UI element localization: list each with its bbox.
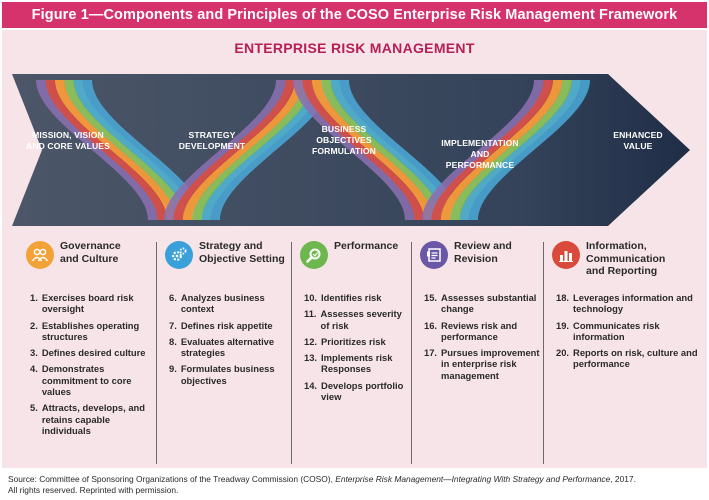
component-strategy-objective-setting: Strategy and Objective Setting 6. Analyzes… (159, 238, 289, 466)
component-governance-culture: Governance and Culture 1. Exercises board … (20, 238, 154, 466)
principle-item: 13. Implements risk Responses (304, 352, 393, 375)
stage-business-objectives: BUSINESS OBJECTIVES FORMULATION (312, 124, 376, 156)
principle-item: 5. Attracts, develops, and retains capabl… (30, 402, 145, 436)
component-title: Review and Revision (454, 240, 512, 265)
principle-item: 11. Assesses severity of risk (304, 308, 402, 331)
principle-item: 2. Establishes operating structures (30, 319, 140, 342)
magnifier-icon (300, 241, 328, 269)
helix-ribbons (36, 80, 590, 220)
principle-item: 10. Identifies risk (304, 292, 382, 303)
principle-item: 15. Assesses substantial change (424, 292, 537, 315)
people-icon (26, 241, 54, 269)
principle-item: 19. Communicates risk information (556, 319, 660, 342)
stage-implementation-performance: IMPLEMENTATION AND PERFORMANCE (441, 138, 519, 170)
principle-item: 20. Reports on risk, culture and performa… (556, 347, 698, 370)
principle-item: 1. Exercises board risk oversight (30, 292, 134, 315)
principle-item: 17. Pursues improvement in enterprise ris… (424, 347, 540, 381)
gears-icon (165, 241, 193, 269)
helix-ribbon-strand (202, 80, 332, 220)
helix-ribbon-strand (331, 80, 461, 220)
component-title: Performance (334, 240, 399, 252)
principle-item: 4. Demonstrates commitment to core values (30, 363, 132, 398)
principle-item: 6. Analyzes business context (169, 292, 265, 315)
column-divider (543, 242, 544, 464)
erm-helix-band (12, 74, 690, 226)
principle-item: 3. Defines desired culture (30, 347, 146, 359)
component-title: Strategy and Objective Setting (199, 240, 285, 265)
helix-ribbon-strand (74, 80, 204, 220)
component-review-revision: Review and Revision 15. Assesses substanti… (414, 238, 541, 466)
column-divider (291, 242, 292, 464)
component-information-communication: Information, Communication and Reporting 1… (546, 238, 702, 466)
erm-title: ENTERPRISE RISK MANAGEMENT (234, 40, 475, 56)
document-icon (420, 241, 448, 269)
component-title: Information, Communication and Reporting (586, 240, 666, 277)
principle-item: 14. Develops portfolio view (304, 379, 404, 403)
column-divider (411, 242, 412, 464)
principle-item: 12. Prioritizes risk (304, 335, 386, 347)
principle-item: 18. Leverages information and technology (556, 292, 693, 315)
component-performance: Performance 10. Identifies risk 11. Assess… (294, 238, 409, 466)
principle-item: 16. Reviews risk and performance (424, 319, 518, 342)
component-title: Governance and Culture (60, 240, 121, 265)
principle-item: 9. Formulates business objectives (169, 363, 275, 386)
figure-title: Figure 1—Components and Principles of th… (2, 2, 707, 28)
principle-item: 7. Defines risk appetite (169, 319, 273, 331)
principle-item: 8. Evaluates alternative strategies (169, 335, 275, 359)
bar-chart-icon (552, 241, 580, 269)
stage-enhanced-value: ENHANCED VALUE (613, 130, 663, 151)
source-note: Source: Committee of Sponsoring Organiza… (8, 474, 636, 495)
stage-mission-vision: MISSION, VISION AND CORE VALUES (26, 130, 110, 151)
column-divider (156, 242, 157, 464)
figure-panel: ENTERPRISE RISK MANAGEMENT MISSION, VISI… (2, 30, 707, 468)
stage-strategy-development: STRATEGY DEVELOPMENT (178, 130, 246, 151)
helix-ribbon-strand (460, 80, 590, 220)
